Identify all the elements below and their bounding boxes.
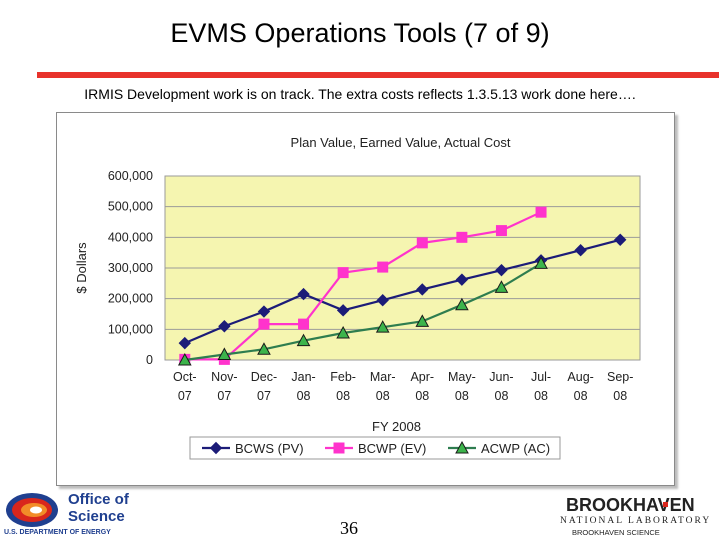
title-divider — [37, 72, 719, 78]
data-point-series-1 — [495, 263, 508, 277]
legend-marker-3 — [455, 440, 469, 454]
data-point-series-2 — [495, 225, 507, 237]
logo-text-national-lab: NATIONAL LABORATORY — [560, 516, 711, 526]
legend-label-2: BCWP (EV) — [358, 441, 426, 456]
chart-title: Plan Value, Earned Value, Actual Cost — [291, 135, 511, 150]
y-tick-label: 300,000 — [108, 261, 153, 275]
data-point-series-3 — [296, 333, 311, 347]
x-axis-label: FY 2008 — [372, 419, 421, 434]
page-number: 36 — [340, 518, 358, 538]
x-tick-label: Jul-08 — [531, 370, 551, 403]
x-tick-label: Aug-08 — [567, 370, 593, 403]
data-point-series-1 — [455, 273, 469, 286]
y-axis-label: $ Dollars — [74, 242, 89, 294]
data-point-series-1 — [416, 283, 429, 296]
y-tick-label: 400,000 — [108, 230, 153, 244]
legend-marker-1 — [209, 441, 223, 455]
data-point-series-2 — [377, 261, 389, 273]
slide-title: EVMS Operations Tools (7 of 9) — [170, 18, 550, 48]
data-point-series-2 — [337, 267, 349, 279]
data-point-series-2 — [416, 237, 428, 249]
y-tick-label: 600,000 — [108, 169, 153, 183]
data-point-series-2 — [258, 318, 270, 330]
y-tick-label: 200,000 — [108, 292, 153, 306]
data-point-series-3 — [494, 280, 509, 293]
series-line-3 — [184, 262, 542, 362]
x-tick-label: Jan-08 — [291, 370, 315, 403]
y-tick-label: 0 — [146, 353, 153, 367]
y-tick-label: 500,000 — [108, 200, 153, 214]
doe-swirl-icon — [6, 493, 58, 527]
logo-text-science: Science — [68, 508, 125, 525]
logo-text-brookhaven: BROOKHAVEN — [566, 495, 695, 515]
data-point-series-2 — [535, 206, 547, 218]
data-point-series-1 — [574, 244, 587, 257]
x-tick-label: Apr-08 — [410, 370, 434, 403]
x-tick-label: Sep-08 — [607, 370, 633, 403]
data-point-series-3 — [217, 347, 232, 360]
data-point-series-1 — [178, 336, 191, 350]
chart-frame: Plan Value, Earned Value, Actual Cost 0 10… — [56, 112, 675, 486]
legend-label-1: BCWS (PV) — [235, 441, 304, 456]
y-tick-label: 100,000 — [108, 322, 153, 336]
logo-accent-mark — [663, 502, 668, 507]
x-tick-label: Oct-07 — [173, 370, 197, 403]
data-point-series-1 — [218, 320, 231, 333]
data-point-series-3 — [415, 314, 430, 327]
data-point-series-1 — [257, 305, 271, 318]
logo-text-brookhaven-science: BROOKHAVEN SCIENCE — [572, 528, 660, 537]
brookhaven-logo: BROOKHAVEN NATIONAL LABORATORY BROOKHAVE… — [560, 495, 711, 537]
data-point-series-2 — [298, 318, 310, 330]
slide-subtitle: IRMIS Development work is on track. The … — [84, 86, 636, 102]
data-point-series-3 — [177, 352, 192, 366]
x-tick-label: Nov-07 — [211, 370, 237, 403]
data-point-series-2 — [456, 231, 468, 243]
legend-label-3: ACWP (AC) — [481, 441, 550, 456]
data-point-series-1 — [614, 233, 627, 246]
legend-marker-2 — [333, 442, 345, 454]
data-point-series-3 — [455, 297, 469, 311]
data-point-series-3 — [375, 320, 390, 333]
x-tick-label: Mar-08 — [370, 370, 396, 403]
data-point-series-3 — [534, 256, 548, 269]
ev-line-chart: Plan Value, Earned Value, Actual Cost 0 10… — [74, 135, 641, 460]
logo-text-office: Office of — [68, 491, 130, 508]
x-tick-label: Dec-07 — [251, 370, 277, 403]
x-tick-label: May-08 — [448, 370, 476, 403]
x-tick-label: Jun-08 — [489, 370, 513, 403]
data-point-series-1 — [376, 293, 389, 307]
data-point-series-1 — [336, 304, 350, 317]
data-point-series-3 — [257, 342, 271, 355]
series-line-1 — [184, 238, 621, 345]
series-line-2 — [184, 211, 542, 361]
x-tick-label: Feb-08 — [330, 370, 356, 403]
data-point-series-3 — [336, 325, 350, 339]
office-of-science-logo: Office of Science U.S. DEPARTMENT OF ENE… — [4, 491, 130, 536]
data-point-series-1 — [297, 287, 310, 301]
logo-text-doe: U.S. DEPARTMENT OF ENERGY — [4, 529, 111, 536]
